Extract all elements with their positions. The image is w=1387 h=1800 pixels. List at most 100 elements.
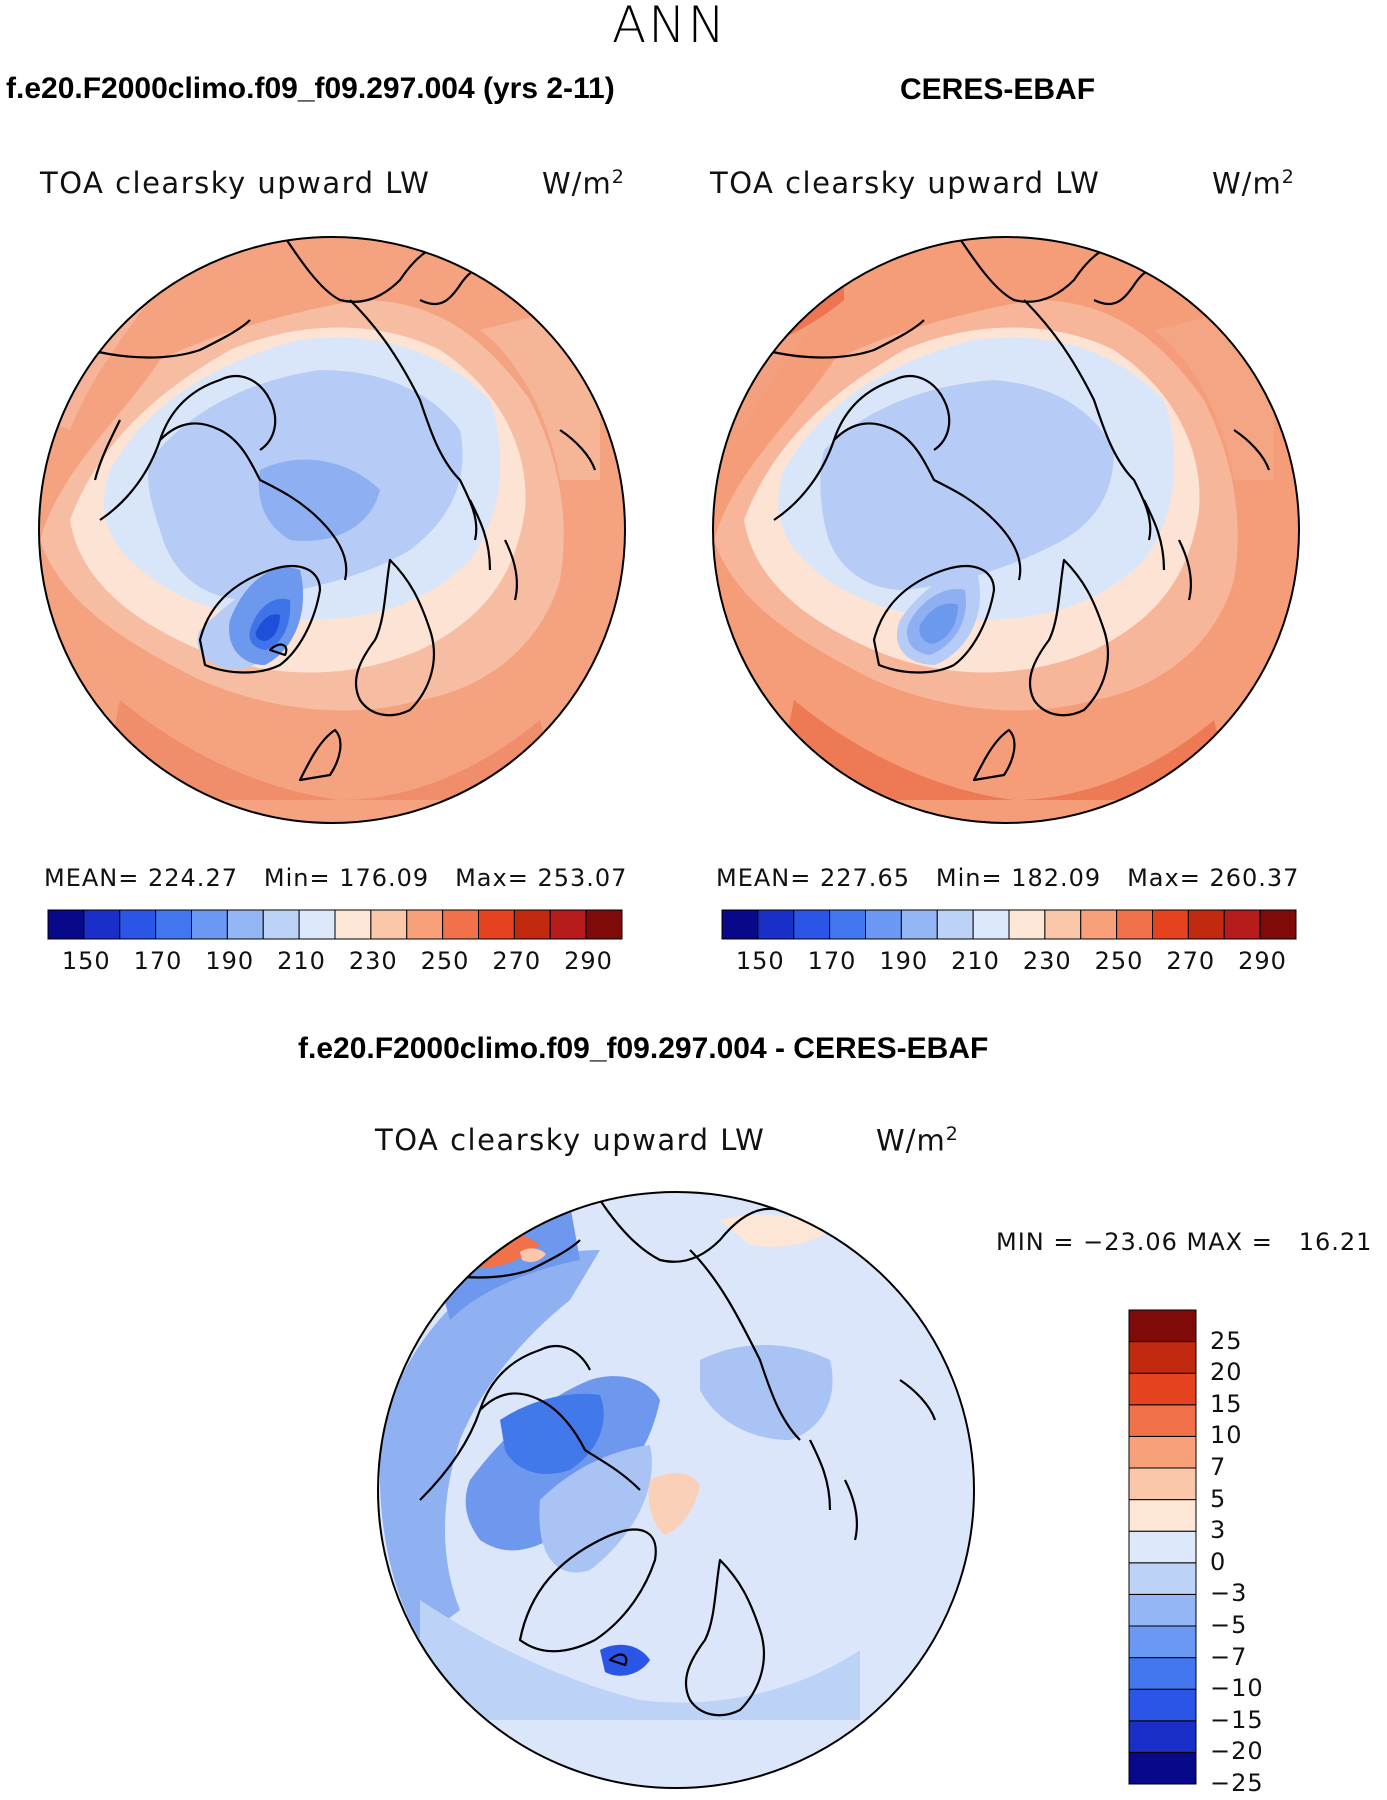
colorbar-box [47,909,85,940]
left-colorbar [47,909,623,940]
season-title: ANN [612,0,728,54]
colorbar-box [442,909,479,940]
right-units-exp: 2 [1281,166,1295,188]
colorbar-tick-label: 7 [1210,1453,1227,1481]
right-min-value: 182.09 [1011,864,1102,892]
left-case-title: f.e20.F2000climo.f09_f09.297.004 (yrs 2-… [6,72,615,105]
diff-minmax-text: MIN = −23.06 MAX = 16.21 [996,1228,1373,1256]
colorbar-tick-label: 150 [61,947,111,975]
colorbar-box [478,909,515,940]
colorbar-tick-label: −5 [1210,1611,1248,1639]
colorbar-box [1116,909,1153,940]
colorbar-tick-label: 20 [1210,1358,1243,1387]
colorbar-tick-label: −15 [1210,1705,1264,1734]
colorbar-box [155,909,192,940]
colorbar-tick-label: 230 [348,947,398,975]
colorbar-tick-label: 0 [1210,1547,1227,1576]
right-mean-label: MEAN= [716,864,812,892]
left-units-text: W/m [542,166,612,201]
colorbar-box [298,909,336,940]
colorbar-box [549,909,587,940]
colorbar-box [1128,1309,1197,1343]
colorbar-box [370,909,408,940]
colorbar-box [1128,1499,1197,1532]
colorbar-box [1128,1562,1197,1595]
colorbar-box [406,909,444,940]
left-stats: MEAN= 224.27 Min= 176.09 Max= 253.07 [44,864,627,892]
right-case-title: CERES-EBAF [900,73,1096,106]
colorbar-box [1128,1625,1197,1659]
colorbar-box [793,909,831,940]
colorbar-box [1128,1530,1197,1564]
diff-coastlines [419,1199,937,1717]
left-units: W/m2 [542,166,625,201]
colorbar-box [1223,909,1261,940]
colorbar-box [972,909,1010,940]
colorbar-box [1187,909,1225,940]
colorbar-box [1152,909,1189,940]
diff-map [377,1191,975,1789]
colorbar-box [721,909,759,940]
colorbar-tick-label: −3 [1210,1579,1248,1608]
colorbar-tick-label: 210 [951,947,1000,975]
colorbar-box [900,909,938,940]
colorbar-box [1128,1657,1197,1690]
colorbar-box [865,909,902,940]
left-variable-title: TOA clearsky upward LW [40,166,431,200]
colorbar-tick-label: 290 [1238,947,1287,975]
left-min-value: 176.09 [339,864,430,892]
colorbar-box [1128,1341,1197,1374]
colorbar-box [334,909,372,940]
colorbar-tick-label: −7 [1210,1642,1248,1671]
colorbar-box [1128,1467,1197,1501]
colorbar-box [262,909,300,940]
colorbar-tick-label: 250 [420,947,470,975]
colorbar-box [191,909,228,940]
right-max-value: 260.37 [1209,864,1300,892]
right-colorbar [721,909,1297,940]
left-units-exp: 2 [611,166,625,188]
diff-units-text: W/m [876,1123,946,1158]
colorbar-tick-label: 10 [1210,1421,1243,1450]
colorbar-tick-label: 270 [1166,947,1216,975]
colorbar-box [1128,1372,1197,1406]
colorbar-box [119,909,157,940]
colorbar-tick-label: 250 [1094,947,1144,975]
colorbar-tick-label: 25 [1210,1326,1243,1355]
colorbar-box [585,909,623,940]
right-mean-value: 227.65 [820,864,910,892]
colorbar-box [1259,909,1297,940]
colorbar-tick-label: −25 [1210,1769,1264,1797]
colorbar-box [829,909,866,940]
colorbar-tick-label: 15 [1210,1389,1243,1418]
left-max-value: 253.07 [537,864,628,892]
colorbar-box [1080,909,1118,940]
diff-variable-title: TOA clearsky upward LW [375,1123,766,1157]
colorbar-tick-label: 270 [492,947,542,975]
colorbar-tick-label: 230 [1022,947,1072,975]
right-min-label: Min= [935,864,1003,892]
diff-case-title: f.e20.F2000climo.f09_f09.297.004 - CERES… [298,1032,989,1065]
right-units: W/m2 [1212,166,1295,201]
colorbar-tick-label: −10 [1210,1674,1264,1703]
diff-colorbar [1128,1309,1197,1785]
colorbar-box [1044,909,1082,940]
colorbar-tick-label: −20 [1210,1737,1264,1766]
colorbar-box [1128,1404,1197,1437]
colorbar-box [1008,909,1046,940]
colorbar-tick-label: 5 [1210,1484,1227,1513]
left-mean-value: 224.27 [148,864,238,892]
diff-units-exp: 2 [945,1123,959,1145]
colorbar-tick-label: 150 [735,947,785,975]
colorbar-tick-label: 170 [807,947,857,975]
right-units-text: W/m [1212,166,1282,201]
colorbar-tick-label: 210 [277,947,326,975]
right-variable-title: TOA clearsky upward LW [710,166,1101,200]
diff-units: W/m2 [876,1123,959,1158]
colorbar-box [513,909,551,940]
colorbar-box [1128,1435,1197,1469]
colorbar-box [1128,1751,1197,1785]
left-mean-label: MEAN= [44,864,140,892]
